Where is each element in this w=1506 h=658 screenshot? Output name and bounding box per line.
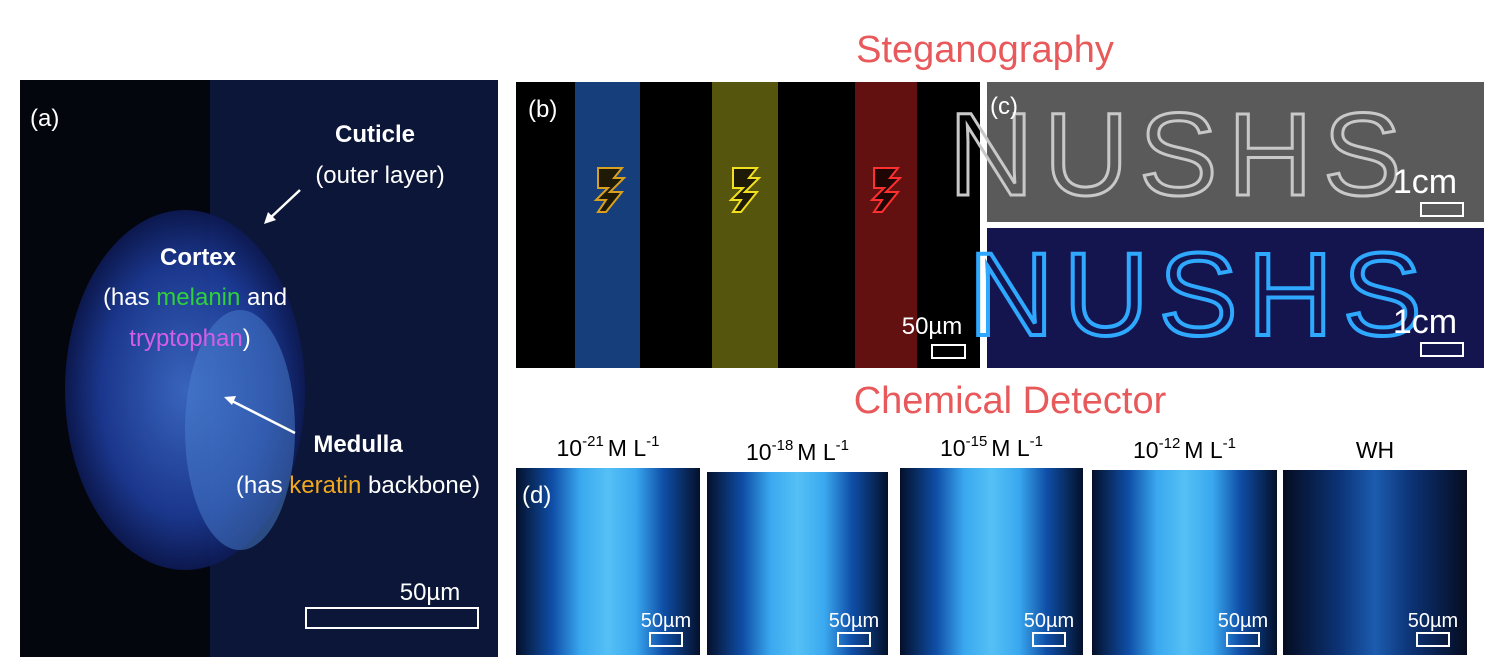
image-background — [707, 472, 888, 655]
glyph — [869, 167, 903, 213]
text-run: (has — [236, 472, 289, 499]
fiber-yellow — [712, 82, 778, 368]
annotation: Cortex — [160, 244, 237, 271]
superscript: -1 — [1030, 433, 1043, 450]
superscript: -1 — [836, 437, 849, 454]
hair-writing: NUSHS — [948, 89, 1411, 221]
arrowhead — [264, 212, 276, 224]
sample-label: WH — [1356, 437, 1394, 463]
panel-label: (c) — [990, 93, 1018, 120]
glyph — [593, 167, 627, 213]
superscript: -12 — [1159, 435, 1181, 452]
concentration-label: 10-18 M L-1 — [746, 437, 849, 465]
concentration-label: 10-15 M L-1 — [940, 433, 1043, 461]
scale-bar — [837, 632, 871, 647]
concentration-label: 10-12 M L-1 — [1133, 435, 1236, 463]
text-run: M L — [797, 439, 836, 465]
arrowhead — [224, 396, 236, 405]
text-run: 10 — [746, 439, 772, 465]
text-run: 10 — [557, 435, 583, 461]
text-run: M L — [608, 435, 647, 461]
text-run: backbone) — [361, 472, 480, 499]
medulla-region — [185, 310, 295, 550]
superscript: -21 — [582, 433, 604, 450]
hair-writing: NUSHS — [968, 229, 1431, 361]
superscript: -1 — [1223, 435, 1236, 452]
scale-label: 1cm — [1393, 163, 1457, 201]
text-run: ) — [243, 325, 251, 352]
panel-c: NUSHS (c) 1cm NUSHS 1cm — [947, 82, 1484, 368]
annotation: (has melanin and — [103, 284, 287, 311]
annotation: Medulla — [313, 431, 403, 458]
annotation: (outer layer) — [315, 162, 444, 189]
scale-label: 50µm — [641, 610, 691, 632]
scale-label: 50µm — [1218, 610, 1268, 632]
scale-label: 1cm — [1393, 303, 1457, 341]
scale-bar — [649, 632, 683, 647]
scale-label: 50µm — [829, 610, 879, 632]
panel-b: (b) 50µm — [516, 82, 980, 368]
superscript: -15 — [966, 433, 988, 450]
text-run: tryptophan — [129, 325, 242, 352]
superscript: -1 — [646, 433, 659, 450]
scale-bar — [1416, 632, 1450, 647]
text-run: M L — [1184, 437, 1223, 463]
image-background — [987, 82, 1484, 222]
panel-a: (a) Cuticle (outer layer) Cortex (has me… — [20, 80, 498, 657]
image-background — [1092, 470, 1277, 655]
fiber-red — [855, 82, 917, 368]
scale-bar — [1420, 342, 1464, 357]
image-background — [516, 468, 700, 655]
scale-bar — [1420, 202, 1464, 217]
panel-label: (d) — [522, 482, 551, 509]
image-background — [1283, 470, 1467, 655]
section-title: Chemical Detector — [854, 380, 1167, 422]
text-run: and — [240, 284, 287, 311]
annotation: (has keratin backbone) — [236, 472, 480, 499]
panel-label: (b) — [528, 96, 557, 123]
arrow — [267, 189, 301, 221]
text-run: melanin — [156, 284, 240, 311]
scale-label: 50µm — [1408, 610, 1458, 632]
text-run: 10 — [1133, 437, 1159, 463]
scale-label: 50µm — [400, 579, 461, 606]
annotation: tryptophan) — [129, 325, 250, 352]
scale-bar — [1032, 632, 1066, 647]
concentration-label: 10-21 M L-1 — [557, 433, 660, 461]
annotation: Cuticle — [335, 121, 415, 148]
scale-bar — [305, 607, 479, 629]
image-background — [987, 228, 1484, 368]
glyph — [728, 167, 762, 213]
panel-label: (a) — [30, 105, 59, 132]
scale-bar — [1226, 632, 1260, 647]
arrow — [229, 398, 296, 435]
text-run: keratin — [289, 472, 361, 499]
section-title: Steganography — [856, 29, 1114, 71]
superscript: -18 — [772, 437, 794, 454]
scale-label: 50µm — [1024, 610, 1074, 632]
text-run: (has — [103, 284, 156, 311]
scale-bar — [931, 344, 966, 359]
text-run: 10 — [940, 435, 966, 461]
image-background — [900, 468, 1083, 655]
scale-label: 50µm — [902, 313, 963, 340]
fiber-blue — [575, 82, 640, 368]
text-run: M L — [991, 435, 1030, 461]
